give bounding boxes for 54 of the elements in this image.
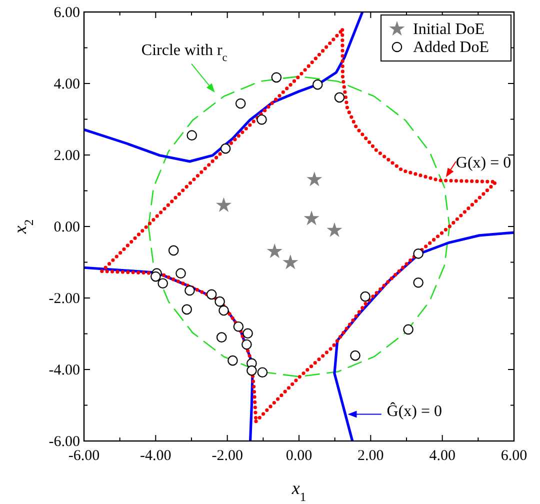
point [242, 339, 252, 350]
point [257, 367, 268, 378]
y-tick-label: -6.00 [48, 434, 80, 450]
point [214, 296, 225, 307]
point [206, 289, 217, 300]
legend-label: Ĝ(x) = 0 [386, 402, 442, 420]
x-tick-label: 6.00 [500, 448, 528, 464]
point [306, 171, 322, 186]
point [235, 98, 246, 109]
x-tick-label: 4.00 [429, 448, 456, 464]
point [182, 304, 192, 315]
point [282, 254, 298, 270]
point [184, 285, 195, 296]
y-tick-label: -2.00 [48, 291, 80, 307]
point [266, 243, 282, 258]
point [233, 321, 244, 332]
x-tick-label: -4.00 [140, 448, 172, 464]
legend-label: Added DoE [413, 39, 489, 56]
point [304, 210, 320, 226]
point [186, 130, 198, 140]
point [150, 271, 161, 282]
x-tick-label: -2.00 [212, 448, 243, 464]
point [228, 355, 238, 366]
x-tick-label: 0.00 [286, 448, 312, 464]
point [326, 222, 342, 238]
x-axis-title: x$_{1}$ [290, 478, 306, 504]
x-tick-label: -6.00 [68, 448, 100, 464]
point [312, 79, 323, 90]
point [246, 365, 257, 376]
y-tick-label: -4.00 [48, 362, 80, 378]
y-tick-label: 2.00 [54, 148, 80, 164]
x-tick-label: 2.00 [358, 448, 384, 464]
legend-label: G(x) = 0 [456, 154, 512, 172]
point [242, 328, 253, 339]
point [216, 332, 227, 342]
point [413, 277, 424, 288]
point [158, 278, 168, 288]
point [220, 143, 231, 154]
point [403, 324, 414, 335]
point [176, 268, 186, 278]
point [216, 197, 232, 212]
point [350, 350, 360, 361]
point [334, 92, 345, 103]
point [168, 245, 179, 256]
point [413, 248, 424, 259]
point [360, 291, 370, 302]
point [256, 114, 267, 125]
point [218, 305, 229, 316]
point [271, 72, 282, 83]
y-tick-label: 0.00 [54, 220, 80, 236]
legend-label: Initial DoE [413, 21, 485, 38]
series-label: Circle with r$_{c}$ [141, 42, 228, 64]
y-tick-label: 6.00 [54, 5, 80, 21]
y-tick-label: 4.00 [54, 76, 80, 92]
